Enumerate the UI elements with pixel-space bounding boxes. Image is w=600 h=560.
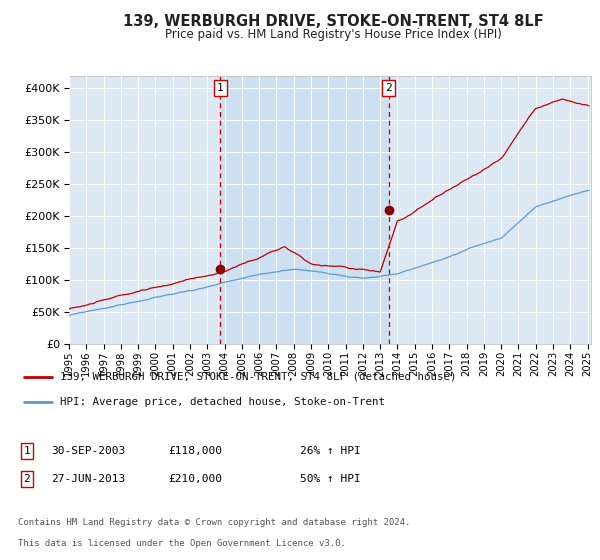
Text: £118,000: £118,000	[168, 446, 222, 456]
Text: Price paid vs. HM Land Registry's House Price Index (HPI): Price paid vs. HM Land Registry's House …	[164, 28, 502, 41]
Text: 26% ↑ HPI: 26% ↑ HPI	[300, 446, 361, 456]
Text: 1: 1	[23, 446, 31, 456]
Text: 2: 2	[385, 83, 392, 93]
Text: 2: 2	[23, 474, 31, 484]
Bar	[220, 76, 389, 344]
Text: This data is licensed under the Open Government Licence v3.0.: This data is licensed under the Open Gov…	[18, 539, 346, 548]
Text: 50% ↑ HPI: 50% ↑ HPI	[300, 474, 361, 484]
Text: 139, WERBURGH DRIVE, STOKE-ON-TRENT, ST4 8LF (detached house): 139, WERBURGH DRIVE, STOKE-ON-TRENT, ST4…	[60, 372, 457, 382]
Text: 27-JUN-2013: 27-JUN-2013	[51, 474, 125, 484]
Text: Contains HM Land Registry data © Crown copyright and database right 2024.: Contains HM Land Registry data © Crown c…	[18, 518, 410, 527]
Text: 30-SEP-2003: 30-SEP-2003	[51, 446, 125, 456]
Text: 1: 1	[217, 83, 224, 93]
Text: 139, WERBURGH DRIVE, STOKE-ON-TRENT, ST4 8LF: 139, WERBURGH DRIVE, STOKE-ON-TRENT, ST4…	[122, 14, 544, 29]
Text: £210,000: £210,000	[168, 474, 222, 484]
Text: HPI: Average price, detached house, Stoke-on-Trent: HPI: Average price, detached house, Stok…	[60, 396, 385, 407]
